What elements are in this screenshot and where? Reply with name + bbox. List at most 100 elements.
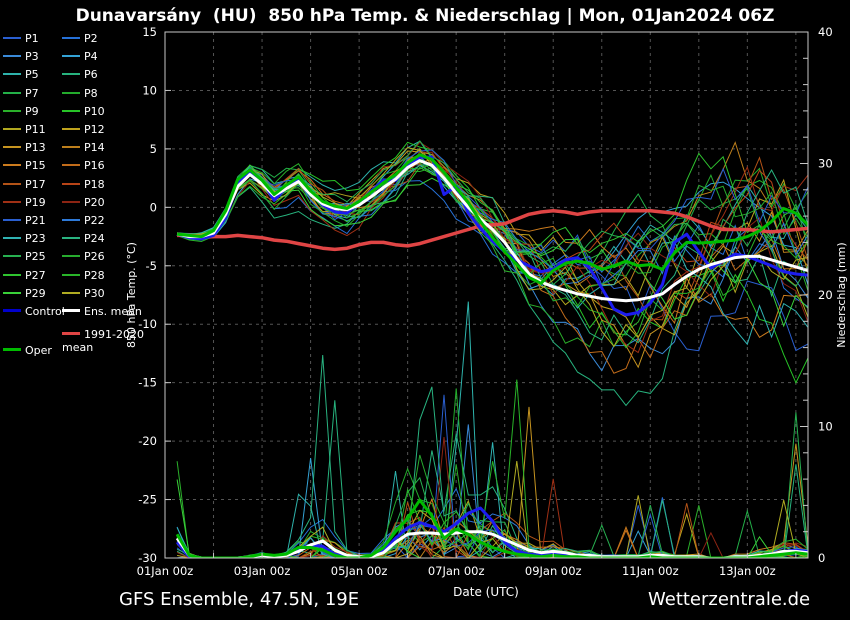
legend-item-p26: P26 xyxy=(62,250,105,263)
legend-label: P3 xyxy=(25,50,39,64)
y-left-tick-label: 0 xyxy=(150,200,157,214)
legend-item-p10: P10 xyxy=(62,105,105,118)
legend-label: P15 xyxy=(25,159,46,173)
legend-line-swatch xyxy=(3,164,21,167)
legend-label: P22 xyxy=(84,214,105,227)
legend-line-swatch xyxy=(62,219,80,221)
legend-item-1991-2020-mean: 1991-2020 mean xyxy=(62,328,144,354)
legend-label: P2 xyxy=(84,32,98,45)
legend-line-swatch xyxy=(62,73,80,76)
legend-line-swatch xyxy=(62,309,80,312)
legend-label: P29 xyxy=(25,286,46,300)
legend-line-swatch xyxy=(3,348,21,351)
legend-item-p14: P14 xyxy=(62,141,105,154)
x-tick-label: 05Jan 00z xyxy=(331,564,388,578)
legend-label: P23 xyxy=(25,232,46,246)
legend-item-p8: P8 xyxy=(62,87,98,100)
legend-line-swatch xyxy=(3,291,21,294)
legend-item-p12: P12 xyxy=(62,123,105,136)
legend-item-p16: P16 xyxy=(62,159,105,172)
legend-label: Control xyxy=(25,305,65,318)
legend-item-p18: P18 xyxy=(62,178,105,191)
legend-item-p5: P5 xyxy=(3,68,39,81)
legend-item-p19: P19 xyxy=(3,196,46,209)
legend-label: P7 xyxy=(25,86,39,100)
legend-label: P28 xyxy=(84,268,105,282)
legend-line-swatch xyxy=(3,91,21,94)
legend-label: P4 xyxy=(84,50,98,64)
legend-item-p11: P11 xyxy=(3,123,46,136)
legend-line-swatch xyxy=(62,91,80,94)
legend-item-p29: P29 xyxy=(3,287,46,300)
legend-line-swatch xyxy=(3,309,21,312)
legend-label: P14 xyxy=(84,141,105,155)
x-tick-label: 09Jan 00z xyxy=(525,564,582,578)
legend-label: P26 xyxy=(84,250,105,264)
y-left-axis-title: 850 hPa Temp. (°C) xyxy=(125,242,138,348)
y-right-tick-label: 20 xyxy=(818,288,833,302)
legend-label: P10 xyxy=(84,104,105,118)
legend-item-p30: P30 xyxy=(62,287,105,300)
y-left-tick-label: -10 xyxy=(138,317,157,331)
legend-item-p20: P20 xyxy=(62,196,105,209)
legend-item-p27: P27 xyxy=(3,269,46,282)
legend-line-swatch xyxy=(62,164,80,167)
y-left-tick-label: -20 xyxy=(138,434,157,448)
legend-line-swatch xyxy=(3,128,21,130)
y-right-tick-label: 30 xyxy=(818,157,833,171)
legend-label: P9 xyxy=(25,104,39,118)
model-info-text: GFS Ensemble, 47.5N, 19E xyxy=(119,589,360,610)
legend-line-swatch xyxy=(62,237,80,240)
y-right-tick-label: 0 xyxy=(818,551,825,565)
legend-line-swatch xyxy=(62,55,80,58)
legend-line-swatch xyxy=(3,55,21,58)
legend-item-p6: P6 xyxy=(62,68,98,81)
y-left-tick-label: 15 xyxy=(142,25,157,39)
y-right-axis-title: Niederschlag (mm) xyxy=(835,242,848,348)
legend-label: P6 xyxy=(84,68,98,82)
legend-item-p9: P9 xyxy=(3,105,39,118)
legend-line-swatch xyxy=(3,146,21,149)
legend-line-swatch xyxy=(3,182,21,185)
legend-line-swatch xyxy=(62,273,80,276)
legend-line-swatch xyxy=(3,219,21,221)
legend-item-p7: P7 xyxy=(3,87,39,100)
legend-line-swatch xyxy=(3,237,21,240)
legend-label: P19 xyxy=(25,195,46,209)
legend-line-swatch xyxy=(62,109,80,112)
legend-line-swatch xyxy=(62,200,80,203)
legend-line-swatch xyxy=(62,128,80,130)
legend-item-control: Control xyxy=(3,305,65,318)
legend-item-p17: P17 xyxy=(3,178,46,191)
legend-label: P11 xyxy=(25,123,46,136)
y-right-tick-label: 10 xyxy=(818,420,833,434)
x-tick-label: 13Jan 00z xyxy=(719,564,776,578)
legend-line-swatch xyxy=(3,73,21,76)
legend-label: P5 xyxy=(25,68,39,82)
legend-line-swatch xyxy=(62,37,80,39)
legend-line-swatch xyxy=(3,255,21,258)
y-right-tick-label: 40 xyxy=(818,25,833,39)
legend-item-p15: P15 xyxy=(3,159,46,172)
page-title: Dunavarsány (HU) 850 hPa Temp. & Nieders… xyxy=(75,6,775,26)
legend: P1 P3 P5 P7 P9 P11 P13 P15 P17 P19 P21 P23 P25 P27 P29… xyxy=(0,0,160,380)
legend-item-p24: P24 xyxy=(62,232,105,245)
legend-line-swatch xyxy=(3,273,21,276)
legend-label: P25 xyxy=(25,250,46,264)
legend-label: P17 xyxy=(25,177,46,191)
x-axis-title: Date (UTC) xyxy=(453,585,519,599)
legend-line-swatch xyxy=(62,146,80,149)
legend-line-swatch xyxy=(62,182,80,185)
legend-label: P27 xyxy=(25,268,46,282)
legend-line-swatch xyxy=(3,37,21,39)
legend-label: P12 xyxy=(84,123,105,136)
y-left-tick-label: 10 xyxy=(142,83,157,97)
legend-item-p28: P28 xyxy=(62,269,105,282)
legend-item-oper: Oper xyxy=(3,344,52,357)
legend-item-p1: P1 xyxy=(3,32,39,45)
legend-item-p22: P22 xyxy=(62,214,105,227)
legend-label: P18 xyxy=(84,177,105,191)
legend-item-p25: P25 xyxy=(3,250,46,263)
legend-label: P21 xyxy=(25,214,46,227)
